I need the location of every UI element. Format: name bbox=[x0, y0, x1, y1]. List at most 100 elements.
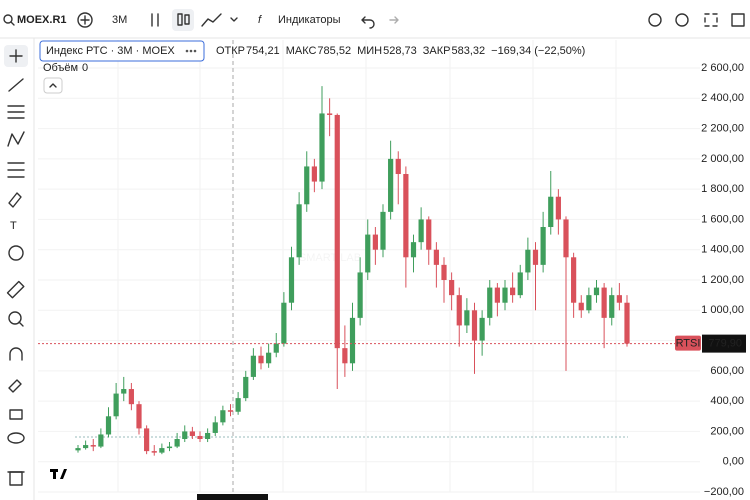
time-cursor-label bbox=[197, 494, 268, 500]
candle-body bbox=[410, 242, 417, 258]
candle-body bbox=[334, 114, 340, 349]
candle-body bbox=[624, 302, 630, 344]
ohlc-value: 785,52 bbox=[317, 45, 351, 57]
y-tick-label: 1 600,00 bbox=[701, 213, 744, 225]
candle-body bbox=[563, 219, 569, 258]
interval[interactable]: 3М bbox=[112, 14, 127, 26]
candle-body bbox=[517, 272, 523, 296]
ohlc-value: 754,21 bbox=[246, 45, 280, 57]
candle-body bbox=[441, 264, 447, 281]
area-style[interactable] bbox=[201, 13, 222, 27]
candle-body bbox=[403, 174, 409, 258]
candles: RTSI 779,90 bbox=[38, 86, 746, 456]
volume-value: 0 bbox=[82, 62, 88, 74]
candle-body bbox=[136, 404, 142, 429]
candle-body bbox=[288, 257, 295, 303]
ohlc-label: ЗАКР bbox=[423, 45, 451, 57]
candle-body bbox=[90, 445, 96, 447]
drawing-tools[interactable]: T bbox=[4, 45, 28, 486]
ohlc-label: ОТКР bbox=[216, 45, 245, 57]
candle-body bbox=[586, 295, 592, 311]
candle-body bbox=[121, 389, 127, 394]
candle-body bbox=[319, 113, 325, 182]
candle-body bbox=[304, 166, 310, 205]
snapshot[interactable] bbox=[731, 13, 745, 27]
ohlc-dots[interactable] bbox=[185, 49, 197, 53]
indicators[interactable]: Индикаторы bbox=[278, 14, 341, 26]
ohlc-label: МАКС bbox=[286, 45, 317, 57]
candle-body bbox=[273, 343, 279, 353]
svg-text:T: T bbox=[10, 220, 17, 232]
candle-body bbox=[151, 451, 157, 453]
candle-body bbox=[418, 219, 424, 243]
candle-body bbox=[235, 398, 241, 412]
candle-body bbox=[464, 310, 470, 326]
fullscreen[interactable] bbox=[704, 13, 718, 27]
ohlc-label: МИН bbox=[357, 45, 382, 57]
legend-box[interactable] bbox=[39, 40, 205, 62]
candle-body bbox=[105, 416, 112, 435]
candle-body bbox=[479, 317, 485, 341]
y-tick-label: 200,00 bbox=[710, 425, 744, 437]
candle-body bbox=[212, 422, 218, 433]
candle-body bbox=[266, 352, 272, 364]
candle-body bbox=[502, 287, 508, 303]
vertical-grid bbox=[117, 40, 617, 492]
redo[interactable] bbox=[389, 16, 399, 24]
candle-body bbox=[349, 317, 356, 364]
ohlc-value: 583,32 bbox=[451, 45, 485, 57]
settings[interactable] bbox=[675, 13, 689, 27]
volume-label: Объём bbox=[43, 62, 78, 74]
undo[interactable] bbox=[361, 16, 375, 29]
price-tag: RTSI bbox=[676, 338, 701, 350]
price-label: 779,90 bbox=[708, 338, 742, 350]
symbol-search[interactable]: MOEX.R1 bbox=[3, 14, 67, 26]
y-tick-label: 2 000,00 bbox=[701, 153, 744, 165]
add-symbol[interactable] bbox=[77, 12, 93, 28]
legend-title: Индекс РТС · 3М · MOEX bbox=[46, 45, 175, 57]
bars-style[interactable] bbox=[151, 13, 159, 27]
candle-body bbox=[83, 445, 89, 449]
candle-body bbox=[75, 448, 81, 451]
candle-body bbox=[365, 234, 371, 273]
ohlc-change: −169,34 (−22,50%) bbox=[491, 45, 585, 57]
candle-body bbox=[182, 431, 188, 440]
candles-style[interactable] bbox=[172, 9, 194, 31]
y-tick-label: 2 400,00 bbox=[701, 92, 744, 104]
candle-body bbox=[159, 448, 165, 453]
candle-body bbox=[311, 166, 317, 182]
candle-body bbox=[540, 227, 546, 265]
candle-body bbox=[128, 389, 134, 405]
candle-body bbox=[144, 428, 150, 452]
ohlc-legend: ОТКР 754,21 МАКС 785,52 МИН 528,73 ЗАКР 583,32−… bbox=[216, 45, 585, 57]
dropdown[interactable] bbox=[230, 17, 238, 22]
candle-body bbox=[250, 355, 256, 377]
candle-body bbox=[220, 410, 226, 423]
candle-body bbox=[510, 287, 516, 296]
y-tick-label: 400,00 bbox=[710, 395, 744, 407]
candle-body bbox=[449, 280, 455, 296]
candle-body bbox=[578, 302, 584, 311]
candle-body bbox=[372, 234, 378, 250]
candle-body bbox=[456, 295, 462, 326]
collapse-legend[interactable] bbox=[43, 77, 63, 94]
y-tick-label: 0,00 bbox=[723, 456, 744, 468]
ohlc-value: 528,73 bbox=[383, 45, 417, 57]
symbol: MOEX.R1 bbox=[17, 14, 67, 26]
y-tick-label: 1 400,00 bbox=[701, 244, 744, 256]
candle-body bbox=[205, 432, 211, 440]
candle-body bbox=[571, 257, 577, 303]
candle-body bbox=[494, 287, 500, 303]
candle-body bbox=[197, 435, 203, 440]
candle-body bbox=[227, 410, 234, 412]
y-tick-label: 1 000,00 bbox=[701, 304, 744, 316]
candle-body bbox=[601, 287, 607, 318]
y-tick-label: 2 600,00 bbox=[701, 62, 744, 74]
screenshot-tool[interactable] bbox=[648, 13, 662, 27]
candle-body bbox=[380, 211, 386, 250]
candle-body bbox=[166, 446, 173, 449]
y-tick-label: 1 200,00 bbox=[701, 274, 744, 286]
candle-body bbox=[174, 439, 180, 447]
